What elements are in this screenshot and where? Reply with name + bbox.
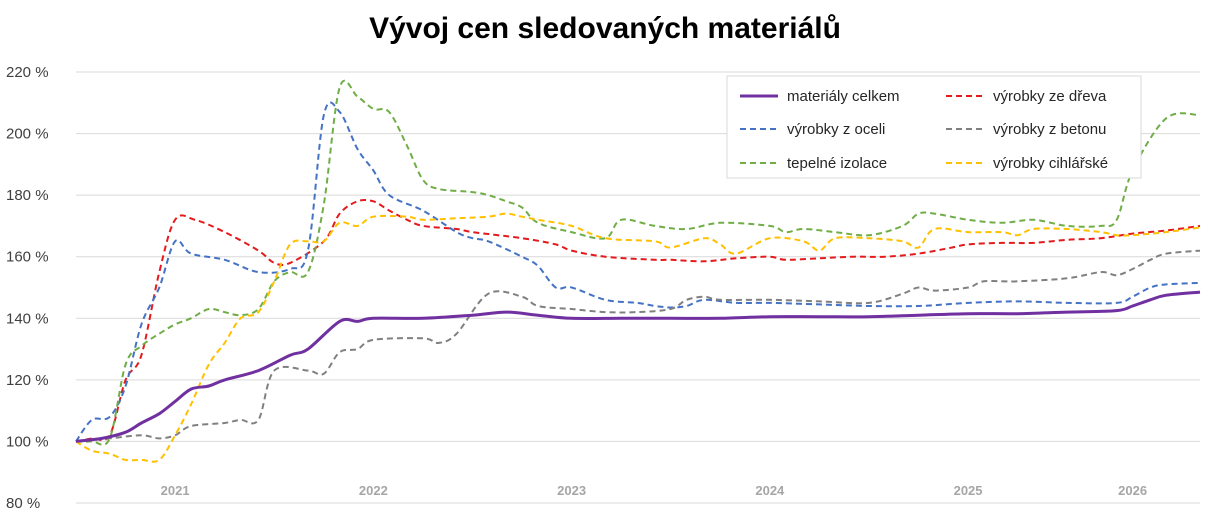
x-year-label: 2024 [755,483,785,498]
y-tick-label: 80 % [6,495,40,512]
series-line-tepelne-izolace [75,79,1201,446]
axis-labels: 80 % 100 % 120 % 140 % 160 % 180 % 200 % 220 % 2… [6,64,1147,512]
series-line-vyrobky-z-oceli [75,101,1201,442]
x-year-label: 2025 [954,483,983,498]
series-line-vyrobky-ze-dreva [75,198,1201,443]
grid-lines [76,71,1200,504]
x-year-label: 2026 [1118,483,1147,498]
y-tick-label: 140 % [6,310,49,327]
series-line-vyrobky-z-betonu [75,249,1201,443]
legend-label-vyrobky-z-oceli: výrobky z oceli [787,121,885,138]
legend-label-tepelne-izolace: tepelné izolace [787,155,887,172]
chart-title: Vývoj cen sledovaných materiálů [369,12,841,45]
y-tick-label: 120 % [6,372,49,389]
legend-box [726,75,1142,179]
legend-label-vyrobky-z-betonu: výrobky z betonu [993,121,1106,138]
y-tick-label: 100 % [6,433,49,450]
x-year-label: 2021 [161,483,190,498]
legend: materiály celkem výrobky z oceli tepelné i… [726,75,1142,179]
legend-label-vyrobky-cihlarske: výrobky cihlářské [993,155,1108,172]
series-line-materialy-celkem [75,290,1201,443]
y-tick-label: 200 % [6,126,49,143]
series-line-vyrobky-cihlarske [75,212,1201,463]
x-year-label: 2023 [557,483,586,498]
y-tick-label: 180 % [6,187,49,204]
legend-label-vyrobky-ze-dreva: výrobky ze dřeva [993,88,1107,105]
legend-label-materialy-celkem: materiály celkem [787,88,900,105]
x-year-label: 2022 [359,483,388,498]
y-tick-label: 160 % [6,249,49,266]
series-lines [75,79,1201,463]
y-tick-label: 220 % [6,64,49,81]
